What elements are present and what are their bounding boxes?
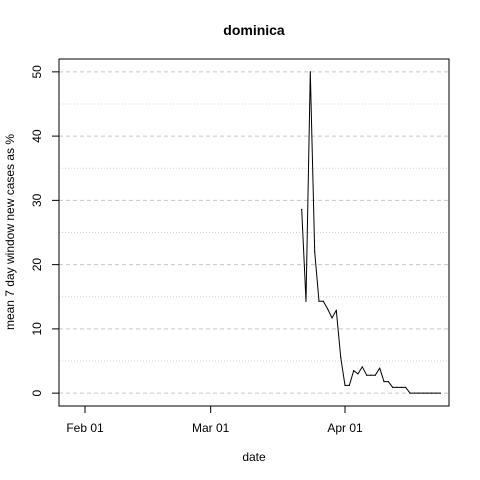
data-point: [392, 386, 394, 388]
data-point: [439, 392, 441, 394]
x-tick-label: Feb 01: [66, 421, 104, 435]
data-point: [422, 392, 424, 394]
data-point: [413, 392, 415, 394]
data-point: [426, 392, 428, 394]
y-axis: 0 10 20 30 40 50: [30, 65, 59, 396]
x-tick-label: Apr 01: [327, 421, 363, 435]
data-point: [314, 251, 316, 253]
grid: [59, 71, 449, 394]
data-point: [379, 367, 381, 369]
data-point: [400, 386, 402, 388]
data-point: [348, 384, 350, 387]
data-point: [309, 71, 311, 73]
x-axis: Feb 01 Mar 01 Apr 01: [66, 406, 363, 435]
y-tick-label: 30: [30, 193, 44, 207]
data-point: [387, 380, 389, 383]
chart-title: dominica: [223, 22, 285, 38]
data-point: [353, 370, 355, 372]
x-tick-label: Mar 01: [192, 421, 230, 435]
data-point: [431, 392, 433, 394]
data-point: [301, 208, 303, 210]
y-tick-label: 0: [30, 389, 44, 396]
data-point: [305, 300, 307, 302]
data-point: [331, 317, 333, 319]
y-axis-label: mean 7 day window new cases as %: [3, 134, 17, 330]
data-point: [366, 374, 368, 376]
data-point: [335, 309, 337, 311]
data-point: [322, 300, 324, 302]
data-point: [344, 384, 346, 387]
data-point: [318, 300, 320, 302]
data-point: [374, 374, 376, 376]
data-point: [435, 392, 437, 394]
series-layer: [301, 71, 441, 394]
data-point: [327, 308, 329, 310]
data-point: [418, 392, 420, 394]
data-point: [370, 374, 372, 376]
data-point: [383, 380, 385, 383]
data-point: [340, 356, 342, 358]
y-tick-label: 40: [30, 129, 44, 143]
plot-frame: [58, 58, 450, 407]
y-tick-label: 50: [30, 65, 44, 79]
y-tick-label: 10: [30, 322, 44, 336]
data-point: [396, 386, 398, 388]
y-tick-label: 20: [30, 258, 44, 272]
data-point: [357, 373, 359, 375]
data-point: [361, 366, 363, 368]
x-axis-label: date: [242, 450, 266, 464]
data-point: [409, 392, 411, 394]
data-point: [405, 386, 407, 388]
